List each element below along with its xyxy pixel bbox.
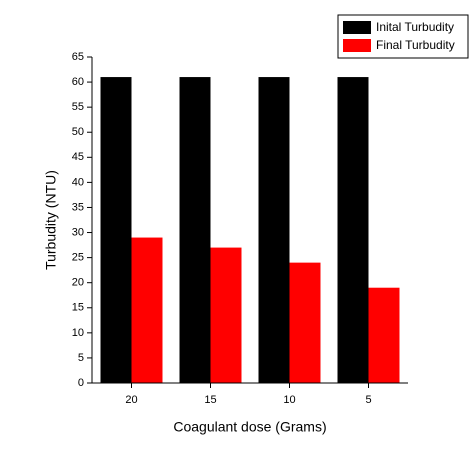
bar	[258, 77, 290, 384]
y-tick-label: 10	[72, 327, 84, 339]
legend-swatch	[343, 39, 371, 52]
legend-swatch	[343, 21, 371, 34]
y-tick-label: 65	[72, 51, 84, 63]
x-tick-label: 10	[283, 394, 295, 406]
y-tick-label: 55	[72, 101, 84, 113]
bar	[289, 262, 321, 383]
y-tick-label: 45	[72, 151, 84, 163]
y-tick-label: 35	[72, 201, 84, 213]
y-tick-label: 50	[72, 126, 84, 138]
x-tick-label: 15	[204, 394, 216, 406]
y-tick-label: 40	[72, 176, 84, 188]
bar	[337, 77, 369, 384]
bar	[179, 77, 211, 384]
y-tick-label: 0	[78, 377, 84, 389]
bar	[100, 77, 132, 384]
x-tick-label: 5	[365, 394, 371, 406]
x-tick-label: 20	[125, 394, 137, 406]
y-tick-label: 15	[72, 302, 84, 314]
legend-label: Inital Turbudity	[376, 20, 454, 34]
y-tick-label: 60	[72, 76, 84, 88]
bar	[368, 287, 400, 383]
y-tick-label: 5	[78, 352, 84, 364]
bar	[210, 247, 242, 383]
legend-label: Final Turbudity	[376, 38, 455, 52]
y-tick-label: 30	[72, 226, 84, 238]
y-tick-label: 20	[72, 277, 84, 289]
y-axis-title: Turbudity (NTU)	[43, 170, 59, 270]
bar	[131, 237, 163, 383]
y-tick-label: 25	[72, 252, 84, 264]
x-axis-title: Coagulant dose (Grams)	[173, 419, 326, 435]
